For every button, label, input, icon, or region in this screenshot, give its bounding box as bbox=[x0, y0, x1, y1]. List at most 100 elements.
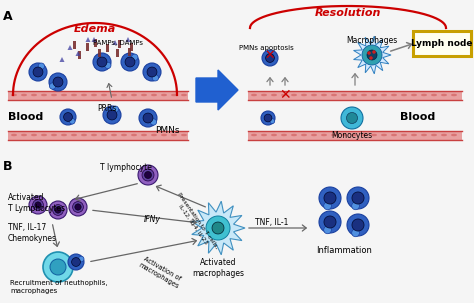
Ellipse shape bbox=[331, 134, 337, 136]
Ellipse shape bbox=[251, 94, 257, 96]
Circle shape bbox=[143, 113, 153, 123]
Polygon shape bbox=[60, 57, 64, 62]
Bar bbox=[8, 131, 188, 139]
Ellipse shape bbox=[341, 134, 347, 136]
Bar bbox=[117, 49, 119, 57]
Ellipse shape bbox=[121, 134, 127, 136]
Polygon shape bbox=[112, 40, 118, 45]
Ellipse shape bbox=[101, 94, 107, 96]
Ellipse shape bbox=[401, 94, 407, 96]
Ellipse shape bbox=[171, 134, 177, 136]
Circle shape bbox=[33, 67, 43, 77]
Ellipse shape bbox=[291, 134, 297, 136]
Circle shape bbox=[103, 106, 121, 124]
Circle shape bbox=[270, 119, 275, 124]
Circle shape bbox=[143, 63, 161, 81]
Circle shape bbox=[370, 56, 373, 59]
Ellipse shape bbox=[11, 134, 17, 136]
Ellipse shape bbox=[111, 134, 117, 136]
Circle shape bbox=[105, 62, 111, 68]
Ellipse shape bbox=[421, 134, 427, 136]
Ellipse shape bbox=[281, 134, 287, 136]
Ellipse shape bbox=[151, 94, 157, 96]
Ellipse shape bbox=[381, 94, 387, 96]
Ellipse shape bbox=[441, 134, 447, 136]
Circle shape bbox=[49, 201, 67, 219]
Ellipse shape bbox=[311, 94, 317, 96]
Circle shape bbox=[347, 214, 369, 236]
Polygon shape bbox=[67, 45, 73, 50]
Ellipse shape bbox=[391, 134, 397, 136]
Text: PAMPs, DAMPs: PAMPs, DAMPs bbox=[93, 40, 143, 46]
Ellipse shape bbox=[311, 134, 317, 136]
Text: Edema: Edema bbox=[74, 24, 116, 34]
Circle shape bbox=[147, 67, 157, 77]
Circle shape bbox=[352, 229, 359, 237]
Circle shape bbox=[121, 53, 139, 71]
Polygon shape bbox=[354, 36, 391, 74]
Text: Activated
macrophages: Activated macrophages bbox=[192, 258, 244, 278]
Text: Monocytes: Monocytes bbox=[331, 131, 373, 140]
Circle shape bbox=[367, 52, 371, 55]
Text: Resolution: Resolution bbox=[315, 8, 381, 18]
Ellipse shape bbox=[361, 134, 367, 136]
Text: Blood: Blood bbox=[8, 112, 43, 122]
Ellipse shape bbox=[381, 134, 387, 136]
Ellipse shape bbox=[411, 134, 417, 136]
Bar bbox=[86, 43, 90, 51]
Circle shape bbox=[53, 205, 64, 215]
Circle shape bbox=[112, 106, 118, 112]
Ellipse shape bbox=[411, 94, 417, 96]
Circle shape bbox=[265, 54, 274, 62]
Text: TNF, IL-1: TNF, IL-1 bbox=[255, 218, 289, 227]
Ellipse shape bbox=[441, 94, 447, 96]
Circle shape bbox=[319, 187, 341, 209]
Polygon shape bbox=[192, 201, 245, 255]
Polygon shape bbox=[85, 37, 91, 42]
Text: Inflammation: Inflammation bbox=[316, 246, 372, 255]
Text: ✕: ✕ bbox=[279, 88, 291, 102]
Ellipse shape bbox=[11, 94, 17, 96]
Text: B: B bbox=[3, 160, 12, 173]
Ellipse shape bbox=[361, 94, 367, 96]
Circle shape bbox=[206, 216, 230, 240]
Circle shape bbox=[97, 57, 107, 67]
Bar bbox=[248, 91, 462, 99]
Ellipse shape bbox=[171, 94, 177, 96]
Ellipse shape bbox=[61, 134, 67, 136]
Circle shape bbox=[73, 201, 83, 212]
Ellipse shape bbox=[161, 94, 167, 96]
Ellipse shape bbox=[301, 134, 307, 136]
Ellipse shape bbox=[31, 134, 37, 136]
Text: ✕: ✕ bbox=[265, 48, 275, 62]
Text: PMNs: PMNs bbox=[155, 126, 180, 135]
Polygon shape bbox=[91, 37, 97, 42]
Circle shape bbox=[38, 63, 45, 69]
Polygon shape bbox=[196, 70, 238, 110]
Bar bbox=[107, 44, 109, 52]
Polygon shape bbox=[75, 51, 81, 56]
Circle shape bbox=[29, 196, 47, 214]
Bar bbox=[94, 39, 98, 47]
Ellipse shape bbox=[151, 134, 157, 136]
Polygon shape bbox=[126, 37, 130, 42]
Circle shape bbox=[352, 202, 359, 210]
Ellipse shape bbox=[181, 134, 187, 136]
Ellipse shape bbox=[51, 134, 57, 136]
Text: Macrophages: Macrophages bbox=[346, 36, 398, 45]
Text: Lymph node: Lymph node bbox=[411, 38, 473, 48]
Ellipse shape bbox=[431, 94, 437, 96]
Circle shape bbox=[125, 57, 135, 67]
Ellipse shape bbox=[141, 94, 147, 96]
Ellipse shape bbox=[41, 94, 47, 96]
Text: TNF, IL-17
Chemokynes: TNF, IL-17 Chemokynes bbox=[8, 223, 57, 243]
Circle shape bbox=[53, 77, 63, 87]
Circle shape bbox=[212, 222, 224, 234]
Bar bbox=[248, 131, 462, 139]
Circle shape bbox=[49, 83, 56, 89]
Circle shape bbox=[35, 202, 41, 208]
Ellipse shape bbox=[371, 94, 377, 96]
Ellipse shape bbox=[81, 134, 87, 136]
Ellipse shape bbox=[291, 94, 297, 96]
Ellipse shape bbox=[351, 134, 357, 136]
